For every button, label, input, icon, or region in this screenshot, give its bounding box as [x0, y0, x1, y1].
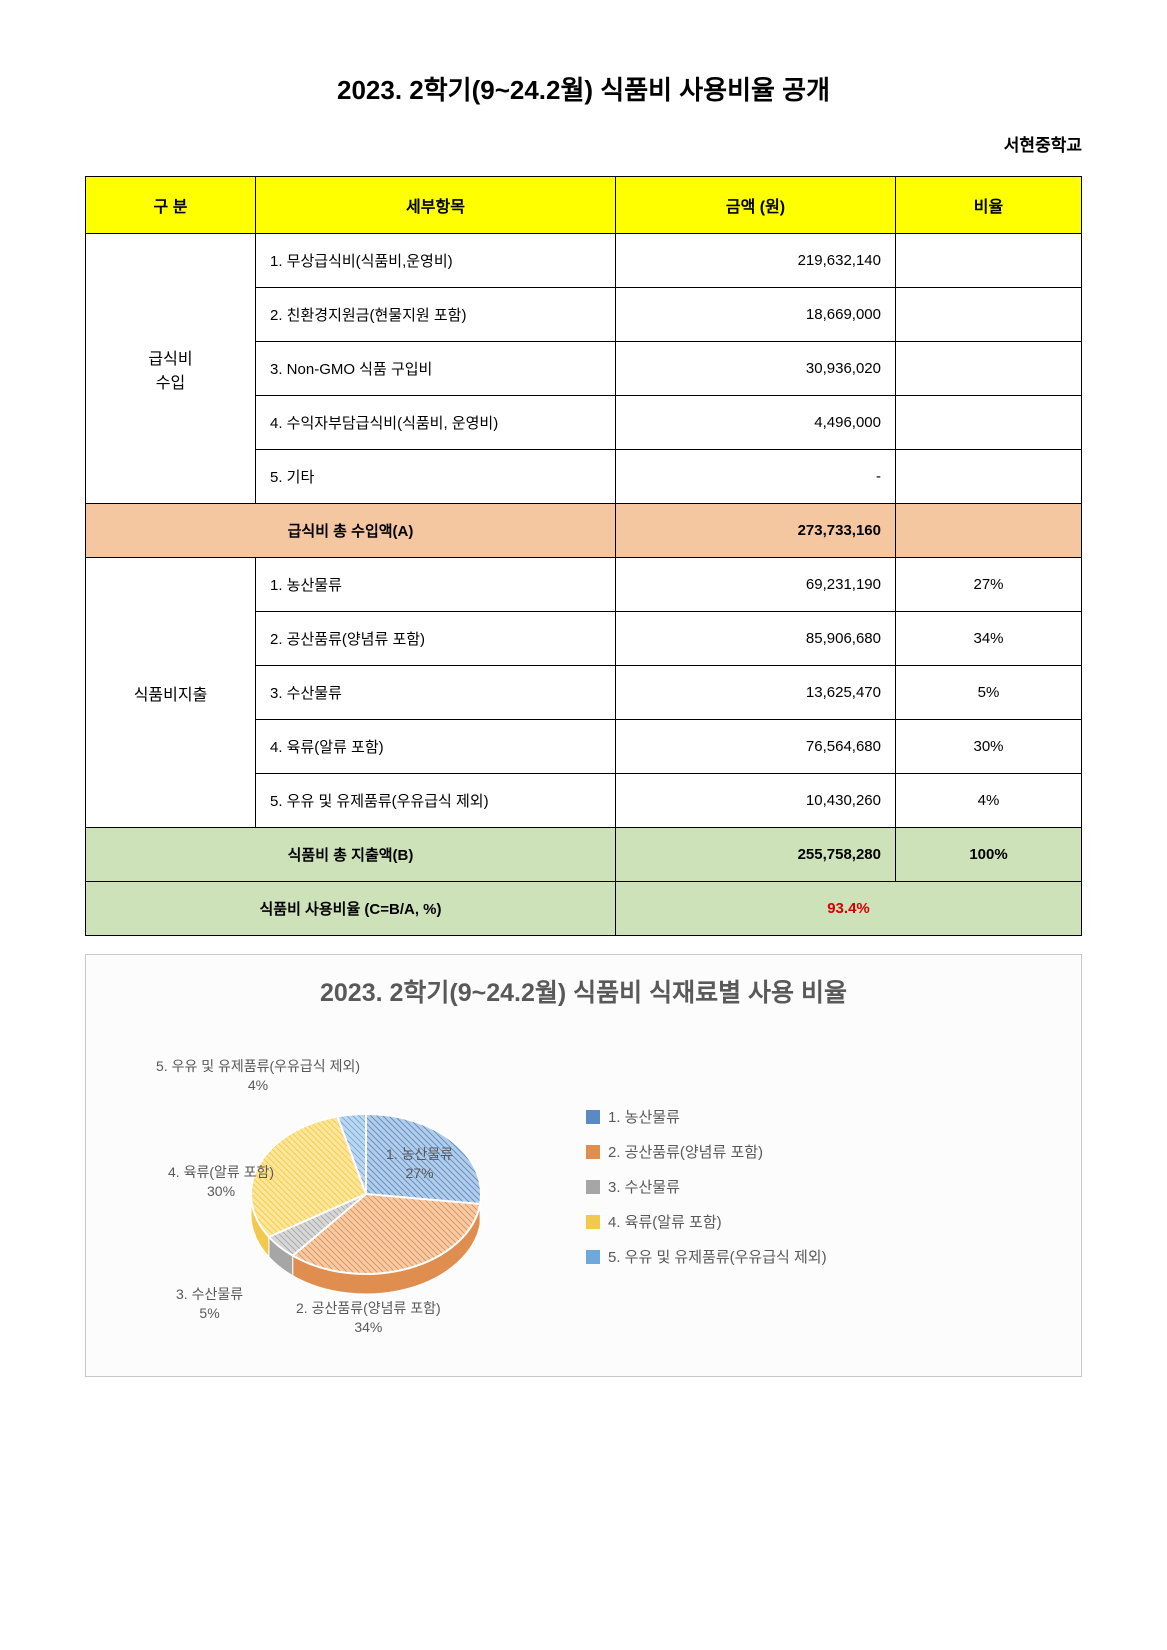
table-body: 급식비 수입1. 무상급식비(식품비,운영비)219,632,1402. 친환경…	[86, 234, 1082, 936]
page-title: 2023. 2학기(9~24.2월) 식품비 사용비율 공개	[85, 70, 1082, 107]
final-ratio-label: 식품비 사용비율 (C=B/A, %)	[86, 882, 616, 936]
legend-swatch	[586, 1180, 600, 1194]
budget-table: 구 분 세부항목 금액 (원) 비율 급식비 수입1. 무상급식비(식품비,운영…	[85, 176, 1082, 936]
expense-ratio: 5%	[896, 666, 1082, 720]
pie-chart-box: 2023. 2학기(9~24.2월) 식품비 식재료별 사용 비율 1. 농산물…	[85, 954, 1082, 1377]
income-ratio	[896, 234, 1082, 288]
expense-amount: 69,231,190	[616, 558, 896, 612]
income-ratio	[896, 450, 1082, 504]
income-item: 2. 친환경지원금(현물지원 포함)	[256, 288, 616, 342]
pie-slice-label: 3. 수산물류5%	[176, 1285, 243, 1323]
expense-item: 3. 수산물류	[256, 666, 616, 720]
income-subtotal-label: 급식비 총 수입액(A)	[86, 504, 616, 558]
legend-label: 2. 공산품류(양념류 포함)	[608, 1141, 763, 1162]
income-group-label: 급식비 수입	[86, 234, 256, 504]
pie-slice-label: 4. 육류(알류 포함)30%	[168, 1163, 274, 1201]
legend-label: 1. 농산물류	[608, 1106, 680, 1127]
expense-ratio: 27%	[896, 558, 1082, 612]
th-item: 세부항목	[256, 177, 616, 234]
pie-slice-label: 1. 농산물류27%	[386, 1145, 453, 1183]
income-subtotal-amount: 273,733,160	[616, 504, 896, 558]
expense-amount: 85,906,680	[616, 612, 896, 666]
chart-body: 1. 농산물류27% 2. 공산품류(양념류 포함)34% 3. 수산물류5% 4. …	[106, 1019, 1061, 1354]
income-amount: 18,669,000	[616, 288, 896, 342]
expense-item: 4. 육류(알류 포함)	[256, 720, 616, 774]
expense-amount: 76,564,680	[616, 720, 896, 774]
pie-wrap: 1. 농산물류27% 2. 공산품류(양념류 포함)34% 3. 수산물류5% 4. …	[106, 1019, 586, 1354]
legend-item: 4. 육류(알류 포함)	[586, 1211, 1061, 1232]
legend-label: 3. 수산물류	[608, 1176, 680, 1197]
pie-slice-label: 2. 공산품류(양념류 포함)34%	[296, 1299, 441, 1337]
expense-ratio: 4%	[896, 774, 1082, 828]
income-item: 1. 무상급식비(식품비,운영비)	[256, 234, 616, 288]
legend-item: 5. 우유 및 유제품류(우유급식 제외)	[586, 1246, 1061, 1267]
income-amount: -	[616, 450, 896, 504]
legend-label: 4. 육류(알류 포함)	[608, 1211, 722, 1232]
expense-item: 5. 우유 및 유제품류(우유급식 제외)	[256, 774, 616, 828]
expense-subtotal-row: 식품비 총 지출액(B)255,758,280100%	[86, 828, 1082, 882]
table-header-row: 구 분 세부항목 금액 (원) 비율	[86, 177, 1082, 234]
expense-subtotal-amount: 255,758,280	[616, 828, 896, 882]
income-row: 급식비 수입1. 무상급식비(식품비,운영비)219,632,140	[86, 234, 1082, 288]
income-amount: 30,936,020	[616, 342, 896, 396]
income-item: 3. Non-GMO 식품 구입비	[256, 342, 616, 396]
legend-swatch	[586, 1250, 600, 1264]
expense-group-label: 식품비지출	[86, 558, 256, 828]
expense-ratio: 34%	[896, 612, 1082, 666]
chart-title: 2023. 2학기(9~24.2월) 식품비 식재료별 사용 비율	[106, 973, 1061, 1009]
expense-row: 식품비지출1. 농산물류69,231,19027%	[86, 558, 1082, 612]
income-ratio	[896, 288, 1082, 342]
income-item: 5. 기타	[256, 450, 616, 504]
income-subtotal-row: 급식비 총 수입액(A)273,733,160	[86, 504, 1082, 558]
final-ratio-row: 식품비 사용비율 (C=B/A, %)93.4%	[86, 882, 1082, 936]
school-name: 서현중학교	[85, 131, 1082, 156]
expense-subtotal-label: 식품비 총 지출액(B)	[86, 828, 616, 882]
expense-item: 1. 농산물류	[256, 558, 616, 612]
legend-swatch	[586, 1215, 600, 1229]
final-ratio-value: 93.4%	[616, 882, 1082, 936]
legend-swatch	[586, 1110, 600, 1124]
expense-item: 2. 공산품류(양념류 포함)	[256, 612, 616, 666]
chart-legend: 1. 농산물류 2. 공산품류(양념류 포함) 3. 수산물류 4. 육류(알류 포함…	[586, 1092, 1061, 1281]
legend-swatch	[586, 1145, 600, 1159]
expense-amount: 10,430,260	[616, 774, 896, 828]
th-category: 구 분	[86, 177, 256, 234]
legend-item: 1. 농산물류	[586, 1106, 1061, 1127]
income-ratio	[896, 396, 1082, 450]
legend-item: 3. 수산물류	[586, 1176, 1061, 1197]
pie-slice-label: 5. 우유 및 유제품류(우유급식 제외)4%	[156, 1057, 360, 1095]
income-item: 4. 수익자부담급식비(식품비, 운영비)	[256, 396, 616, 450]
legend-label: 5. 우유 및 유제품류(우유급식 제외)	[608, 1246, 827, 1267]
th-amount: 금액 (원)	[616, 177, 896, 234]
income-ratio	[896, 342, 1082, 396]
expense-subtotal-ratio: 100%	[896, 828, 1082, 882]
income-amount: 219,632,140	[616, 234, 896, 288]
income-subtotal-ratio	[896, 504, 1082, 558]
th-ratio: 비율	[896, 177, 1082, 234]
income-amount: 4,496,000	[616, 396, 896, 450]
expense-ratio: 30%	[896, 720, 1082, 774]
expense-amount: 13,625,470	[616, 666, 896, 720]
legend-item: 2. 공산품류(양념류 포함)	[586, 1141, 1061, 1162]
